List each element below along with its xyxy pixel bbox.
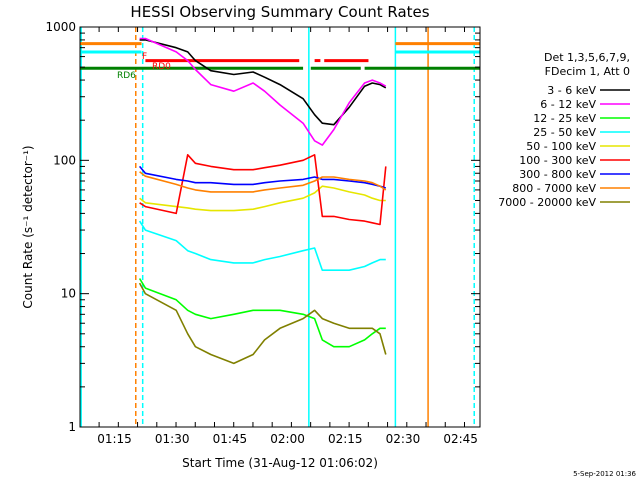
x-tick-label: 01:30 [155, 432, 190, 446]
legend-label-4: 25 - 50 keV [533, 126, 596, 139]
annotation-rd6: RD6 [117, 71, 136, 81]
series-line-9 [138, 282, 387, 365]
y-tick-label: 10 [61, 287, 76, 301]
annotation-rd0: RD0 [152, 62, 171, 72]
x-tick-label: 01:45 [213, 432, 248, 446]
legend-label-5: 50 - 100 keV [526, 140, 596, 153]
legend: Det 1,3,5,6,7,9, FDecim 1, Att 0 3 - 6 k… [498, 51, 630, 209]
x-tick-label: 02:45 [443, 432, 478, 446]
y-tick-label: 100 [53, 153, 76, 167]
x-tick-label: 02:15 [328, 432, 363, 446]
plot-frame [79, 26, 481, 428]
series-line-3 [138, 278, 386, 348]
x-tick-label: 02:30 [386, 432, 421, 446]
legend-header-2: FDecim 1, Att 0 [545, 65, 630, 78]
series-line-2 [139, 37, 387, 146]
y-axis-label: Count Rate (s⁻¹ detector⁻¹) [21, 145, 35, 308]
legend-label-1: 3 - 6 keV [547, 84, 596, 97]
legend-label-8: 800 - 7000 keV [512, 182, 596, 195]
y-tick-label: 1 [68, 420, 76, 434]
legend-header-1: Det 1,3,5,6,7,9, [544, 51, 630, 64]
legend-label-6: 100 - 300 keV [519, 154, 596, 167]
footer-date: 5-Sep-2012 01:36 [573, 470, 636, 478]
series-line-1 [139, 39, 387, 126]
legend-label-9: 7000 - 20000 keV [498, 196, 596, 209]
legend-label-2: 6 - 12 keV [540, 98, 596, 111]
x-axis-label: Start Time (31-Aug-12 01:06:02) [182, 456, 378, 470]
legend-label-3: 12 - 25 keV [533, 112, 596, 125]
series-line-6 [139, 154, 387, 226]
chart-title: HESSI Observing Summary Count Rates [130, 3, 429, 21]
series-line-5 [139, 185, 386, 212]
y-tick-label: 1000 [45, 20, 76, 34]
x-tick-label: 02:00 [270, 432, 305, 446]
series-line-8 [139, 171, 387, 193]
annotation-f: F [142, 52, 147, 62]
series-line-7 [138, 165, 387, 189]
series-line-4 [138, 220, 386, 272]
x-tick-label: 01:15 [97, 432, 132, 446]
legend-label-7: 300 - 800 keV [519, 168, 596, 181]
